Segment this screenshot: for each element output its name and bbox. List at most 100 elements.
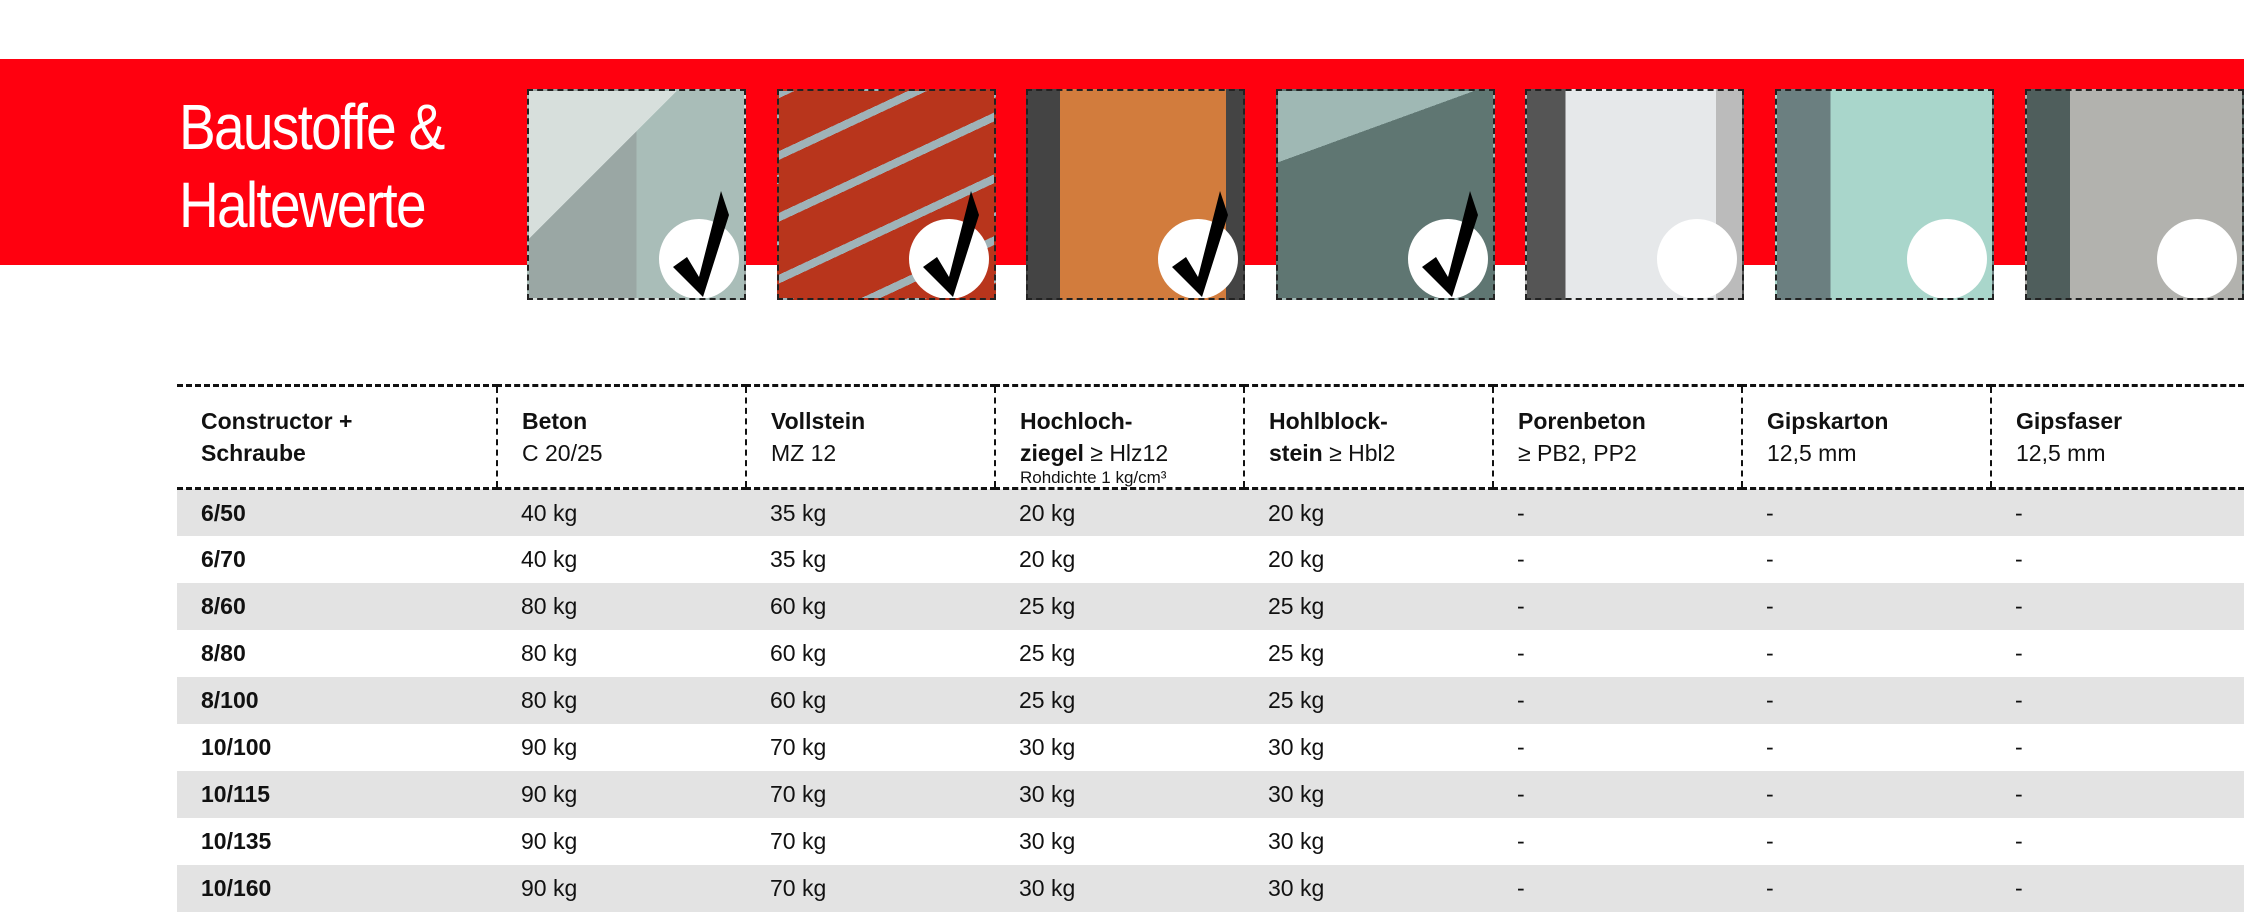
table-row: 6/50 40 kg 35 kg 20 kg 20 kg - - -: [177, 488, 2244, 536]
load-value-cell: 20 kg: [1268, 545, 1325, 572]
load-value-cell: -: [1766, 545, 1774, 572]
load-value-cell: 60 kg: [770, 686, 827, 713]
load-value-cell: 25 kg: [1268, 686, 1325, 713]
table-row: 10/100 90 kg 70 kg 30 kg 30 kg - - -: [177, 724, 2244, 771]
load-value-cell: -: [1517, 780, 1525, 807]
load-value-cell: -: [2015, 592, 2023, 619]
load-value-cell: 30 kg: [1019, 733, 1076, 760]
header-subtitle: C 20/25: [522, 440, 603, 466]
header-title: Gipsfaser: [2016, 408, 2123, 434]
load-value-cell: 25 kg: [1019, 686, 1076, 713]
load-value-cell: -: [1517, 639, 1525, 666]
load-value-cell: -: [2015, 780, 2023, 807]
load-value-cell: 70 kg: [770, 874, 827, 901]
load-value-cell: 40 kg: [521, 545, 578, 572]
screw-size-cell: 10/100: [201, 733, 272, 760]
header-title: Gipskarton: [1767, 408, 1889, 434]
load-value-cell: 30 kg: [1019, 827, 1076, 854]
column-header: Hochloch-ziegel ≥ Hlz12 Rohdichte 1 kg/cm…: [994, 385, 1244, 489]
empty-circle-icon: [2156, 219, 2237, 298]
title-line-1: Baustoffe &: [179, 91, 445, 163]
material-image-vollstein: [776, 89, 996, 300]
load-value-cell: -: [1766, 827, 1774, 854]
load-value-cell: -: [2015, 827, 2023, 854]
load-value-cell: 30 kg: [1268, 733, 1325, 760]
header-note: Rohdichte 1 kg/cm³: [1020, 468, 1167, 487]
load-value-cell: 25 kg: [1268, 639, 1325, 666]
table-row: 8/100 80 kg 60 kg 25 kg 25 kg - - -: [177, 676, 2244, 724]
header-title: Porenbeton: [1518, 408, 1646, 434]
load-value-cell: 90 kg: [521, 780, 578, 807]
header-title-2: ziegel: [1020, 440, 1084, 466]
screw-size-cell: 10/135: [201, 827, 272, 854]
column-header: Hohlblock-stein ≥ Hbl2: [1243, 385, 1493, 489]
column-header: Vollstein MZ 12: [745, 385, 995, 489]
load-value-cell: -: [1517, 545, 1525, 572]
load-value-cell: 20 kg: [1019, 545, 1076, 572]
material-image-gipskarton: [1775, 89, 1994, 300]
header-subtitle: ≥ Hbl2: [1322, 440, 1396, 466]
load-value-cell: 60 kg: [770, 639, 827, 666]
material-image-beton: [527, 89, 746, 300]
table-row: 6/70 40 kg 35 kg 20 kg 20 kg - - -: [177, 536, 2244, 583]
header-subtitle: 12,5 mm: [1767, 440, 1857, 466]
load-value-cell: 20 kg: [1268, 500, 1325, 526]
load-value-cell: 90 kg: [521, 874, 578, 901]
load-value-cell: 25 kg: [1268, 592, 1325, 619]
load-values-table: Constructor + Schraube Beton C 20/25 Vollste…: [177, 384, 2244, 912]
load-value-cell: 70 kg: [770, 780, 827, 807]
load-value-cell: -: [2015, 686, 2023, 713]
load-value-cell: 20 kg: [1019, 500, 1076, 526]
load-value-cell: 35 kg: [770, 500, 827, 526]
load-value-cell: 80 kg: [521, 686, 578, 713]
material-image-gipsfaser: [2024, 89, 2244, 300]
screw-size-cell: 6/50: [201, 500, 246, 526]
load-value-cell: -: [1517, 686, 1525, 713]
load-value-cell: -: [2015, 733, 2023, 760]
material-image-porenbeton: [1525, 89, 1745, 300]
load-value-cell: 40 kg: [521, 500, 578, 526]
load-value-cell: 35 kg: [770, 545, 827, 572]
material-image-hochlochziegel: [1026, 89, 1246, 300]
check-icon: [908, 191, 989, 298]
load-value-cell: -: [1766, 874, 1774, 901]
header-title: Hohlblock-: [1269, 408, 1388, 434]
load-value-cell: 90 kg: [521, 733, 578, 760]
page-title: Baustoffe & Haltewerte: [179, 88, 445, 244]
table-row: 8/80 80 kg 60 kg 25 kg 25 kg - - -: [177, 630, 2244, 677]
screw-size-cell: 8/80: [201, 639, 246, 666]
column-header: Constructor + Schraube: [177, 386, 497, 489]
load-value-cell: 30 kg: [1268, 874, 1325, 901]
screw-size-cell: 8/100: [201, 686, 259, 713]
load-value-cell: -: [2015, 639, 2023, 666]
load-value-cell: -: [1766, 780, 1774, 807]
load-value-cell: -: [1766, 686, 1774, 713]
load-value-cell: 70 kg: [770, 827, 827, 854]
load-value-cell: 30 kg: [1019, 874, 1076, 901]
header-subtitle: MZ 12: [771, 440, 837, 466]
header-title-2: Schraube: [201, 440, 306, 466]
table-header-row: Constructor + Schraube Beton C 20/25 Vollste…: [177, 385, 2244, 489]
check-icon: [659, 191, 739, 298]
load-value-cell: -: [1517, 733, 1525, 760]
load-value-cell: 60 kg: [770, 592, 827, 619]
load-value-cell: -: [2015, 500, 2023, 526]
load-value-cell: 80 kg: [521, 639, 578, 666]
column-header: Beton C 20/25: [496, 385, 746, 489]
load-value-cell: -: [2015, 874, 2023, 901]
table-row: 10/135 90 kg 70 kg 30 kg 30 kg - - -: [177, 818, 2244, 865]
header-subtitle: ≥ Hlz12: [1083, 440, 1169, 466]
column-header: Gipskarton 12,5 mm: [1741, 385, 1991, 489]
table-row: 8/60 80 kg 60 kg 25 kg 25 kg - - -: [177, 582, 2244, 630]
load-value-cell: -: [1766, 500, 1774, 526]
header-subtitle: 12,5 mm: [2016, 440, 2106, 466]
load-value-cell: 25 kg: [1019, 639, 1076, 666]
empty-circle-icon: [1657, 219, 1738, 298]
screw-size-cell: 6/70: [201, 545, 246, 572]
table-row: 10/160 90 kg 70 kg 30 kg 30 kg - - -: [177, 864, 2244, 912]
column-header: Porenbeton ≥ PB2, PP2: [1492, 385, 1742, 489]
empty-circle-icon: [1907, 219, 1987, 298]
header-title: Vollstein: [771, 408, 866, 434]
load-value-cell: 30 kg: [1268, 780, 1325, 807]
load-value-cell: -: [1517, 874, 1525, 901]
